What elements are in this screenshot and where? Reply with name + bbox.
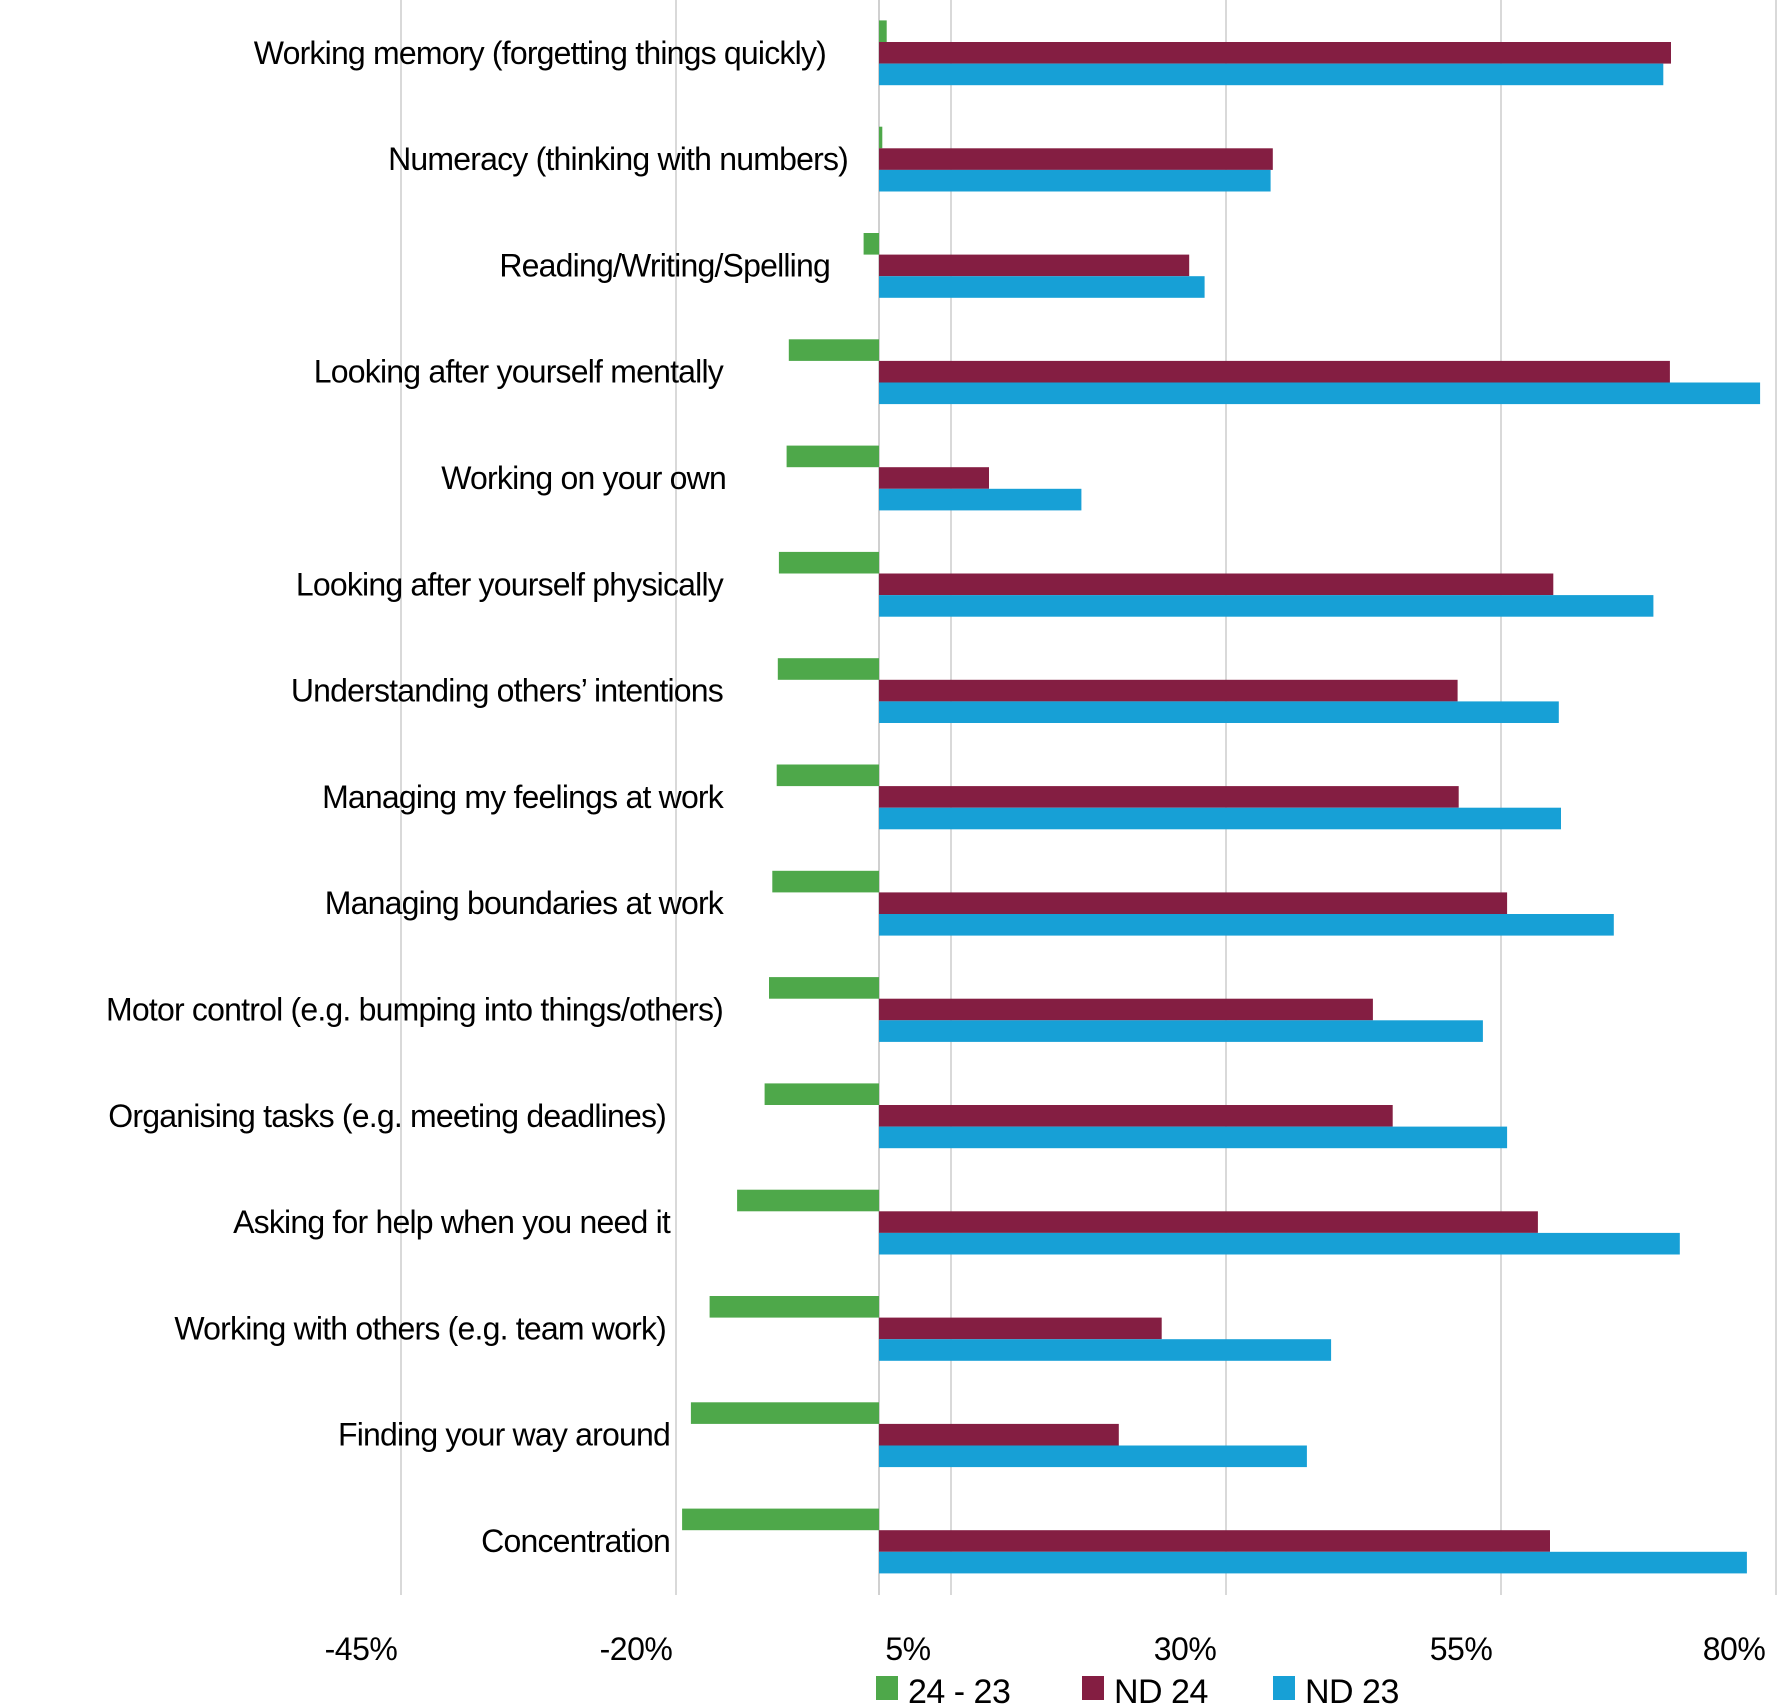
bar-nd-24: [879, 892, 1508, 914]
category-label: Looking after yourself mentally: [314, 354, 724, 390]
bar-24-23: [879, 20, 887, 42]
category-label: Reading/Writing/Spelling: [499, 247, 830, 283]
bar-nd-24: [879, 42, 1671, 64]
category-label: Working on your own: [441, 460, 726, 496]
legend-label: ND 24: [1114, 1673, 1208, 1708]
category-label: Concentration: [481, 1523, 670, 1559]
bar-24-23: [776, 764, 879, 787]
category-label: Organising tasks (e.g. meeting deadlines…: [108, 1098, 666, 1134]
bar-nd-23: [879, 382, 1761, 405]
bar-nd-24: [879, 1211, 1538, 1233]
bar-nd-23: [879, 1126, 1508, 1149]
category-label: Looking after yourself physically: [296, 566, 724, 602]
legend-swatch: [1082, 1676, 1104, 1700]
bar-nd-23: [879, 595, 1654, 617]
category-label: Working with others (e.g. team work): [174, 1310, 666, 1346]
bar-24-23: [778, 551, 879, 574]
bar-24-23: [682, 1508, 879, 1531]
category-label: Working memory (forgetting things quickl…: [254, 35, 826, 71]
legend: 24 - 23 ND 24 ND 23: [876, 1673, 1399, 1708]
category-label: Managing my feelings at work: [322, 779, 725, 815]
bar-24-23: [879, 126, 883, 149]
x-tick-label: 80%: [1703, 1631, 1766, 1667]
bar-nd-23: [879, 1020, 1483, 1042]
bar-nd-23: [879, 701, 1559, 723]
category-label: Motor control (e.g. bumping into things/…: [106, 992, 723, 1028]
category-label: Numeracy (thinking with numbers): [388, 141, 848, 177]
bar-nd-24: [879, 254, 1190, 277]
bar-nd-23: [879, 169, 1271, 192]
x-tick-label: -20%: [600, 1631, 673, 1667]
legend-label: ND 23: [1305, 1673, 1399, 1708]
bar-24-23: [772, 870, 879, 893]
bar-nd-24: [879, 679, 1458, 702]
bar-nd-24: [879, 786, 1459, 808]
bar-24-23: [788, 339, 879, 361]
category-labels: Working memory (forgetting things quickl…: [106, 35, 849, 1559]
legend-label: 24 - 23: [908, 1673, 1010, 1708]
x-tick-label: 30%: [1154, 1631, 1217, 1667]
bars: [682, 20, 1761, 1574]
category-label: Managing boundaries at work: [325, 885, 725, 921]
bar-nd-24: [879, 573, 1554, 596]
bar-nd-24: [879, 1105, 1393, 1127]
bar-nd-24: [879, 1317, 1162, 1340]
bar-nd-23: [879, 1339, 1332, 1361]
bar-nd-24: [879, 1530, 1550, 1552]
bar-24-23: [777, 658, 879, 680]
bar-nd-24: [879, 467, 989, 489]
bar-24-23: [863, 233, 879, 255]
bar-nd-23: [879, 1445, 1307, 1468]
bar-24-23: [786, 445, 879, 468]
bar-nd-23: [879, 276, 1205, 298]
bar-nd-23: [879, 807, 1561, 830]
bar-nd-23: [879, 63, 1664, 86]
x-tick-label: 5%: [885, 1631, 930, 1667]
legend-swatch: [876, 1676, 898, 1700]
category-label: Understanding others’ intentions: [291, 673, 723, 709]
category-label: Asking for help when you need it: [233, 1204, 671, 1240]
bar-nd-23: [879, 1232, 1680, 1255]
bar-nd-23: [879, 914, 1614, 936]
category-label: Finding your way around: [338, 1417, 670, 1453]
legend-swatch: [1273, 1676, 1295, 1700]
bar-nd-24: [879, 360, 1670, 383]
bar-24-23: [737, 1189, 879, 1212]
x-tick-label: -45%: [325, 1631, 398, 1667]
bar-24-23: [709, 1296, 879, 1318]
bar-nd-24: [879, 998, 1373, 1021]
x-tick-labels: -45% -20% 5% 30% 55% 80%: [325, 1631, 1766, 1667]
bar-24-23: [769, 977, 879, 999]
bar-nd-24: [879, 1423, 1119, 1446]
bar-nd-24: [879, 148, 1273, 170]
bar-nd-23: [879, 488, 1082, 511]
x-tick-label: 55%: [1430, 1631, 1493, 1667]
bar-24-23: [690, 1402, 879, 1424]
bar-24-23: [764, 1083, 879, 1105]
bar-nd-23: [879, 1551, 1747, 1574]
